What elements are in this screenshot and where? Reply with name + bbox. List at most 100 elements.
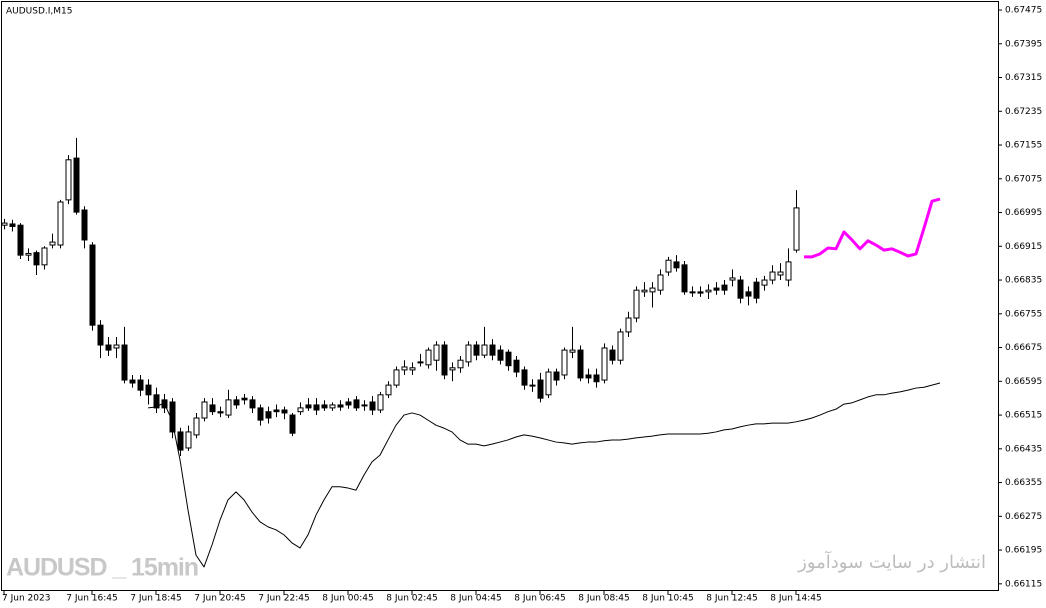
candle-body	[537, 379, 544, 399]
x-tick-label: 7 Jun 22:45	[258, 594, 309, 604]
x-tick-label: 8 Jun 06:45	[514, 594, 565, 604]
plot-frame	[1, 1, 999, 591]
candle-body	[673, 261, 680, 269]
y-tick-label: 0.66115	[1005, 579, 1042, 589]
candle-body	[281, 409, 288, 414]
candle-body	[273, 409, 280, 413]
y-tick-label: 0.67235	[1005, 107, 1042, 117]
candle-body	[425, 349, 432, 366]
candle-body	[793, 207, 800, 251]
y-tick-label: 0.66275	[1005, 512, 1042, 522]
y-tick-label: 0.67475	[1005, 6, 1042, 16]
candle-body	[777, 271, 784, 276]
x-tick-label: 8 Jun 10:45	[642, 594, 693, 604]
candle-body	[241, 397, 248, 401]
candle-body	[625, 317, 632, 333]
candle-body	[769, 271, 776, 281]
candle-body	[9, 223, 16, 227]
candle-body	[585, 374, 592, 379]
y-tick-label: 0.66435	[1005, 444, 1042, 454]
candle-body	[601, 347, 608, 381]
candle-body	[705, 289, 712, 293]
y-tick-label: 0.66995	[1005, 208, 1042, 218]
candle-body	[17, 224, 24, 256]
candle-body	[121, 344, 128, 381]
candle-body	[329, 404, 336, 409]
candle-body	[721, 284, 728, 291]
candle-body	[289, 414, 296, 434]
watermark-text: انتشار در سایت سودآموز	[798, 552, 986, 573]
x-tick-label: 7 Jun 16:45	[66, 594, 117, 604]
candle-body	[569, 349, 576, 353]
candle-body	[41, 247, 48, 266]
candle-body	[209, 404, 216, 413]
candle-body	[761, 279, 768, 286]
y-tick-label: 0.67315	[1005, 73, 1042, 83]
candle-body	[449, 367, 456, 371]
y-tick-label: 0.66675	[1005, 343, 1042, 353]
candle-body	[409, 367, 416, 371]
candle-body	[233, 399, 240, 406]
candle-body	[689, 291, 696, 294]
candle-body	[473, 344, 480, 356]
candle-body	[305, 404, 312, 409]
x-tick-label: 7 Jun 20:45	[194, 594, 245, 604]
y-tick-label: 0.66835	[1005, 276, 1042, 286]
candle-body	[529, 384, 536, 387]
candle-body	[401, 366, 408, 371]
candle-body	[745, 291, 752, 297]
candle-body	[145, 384, 152, 396]
x-tick-label: 7 Jun 2023	[2, 594, 50, 604]
line-series	[147, 382, 941, 568]
x-tick-label: 8 Jun 02:45	[386, 594, 437, 604]
candle-body	[785, 261, 792, 281]
candle-body	[185, 431, 192, 449]
candle-body	[385, 384, 392, 396]
x-tick-label: 8 Jun 14:45	[770, 594, 821, 604]
candle-body	[337, 404, 344, 408]
candle-body	[649, 287, 656, 293]
candle-body	[225, 399, 232, 416]
candle-body	[553, 371, 560, 381]
candle-body	[153, 394, 160, 409]
candle-body	[369, 401, 376, 411]
candle-body	[729, 277, 736, 281]
candle-body	[105, 344, 112, 351]
candle-body	[393, 369, 400, 386]
candle-body	[129, 379, 136, 384]
candle-body	[89, 244, 96, 326]
candle-body	[65, 159, 72, 201]
y-tick-label: 0.66755	[1005, 309, 1042, 319]
candle-body	[593, 374, 600, 383]
x-tick-label: 8 Jun 12:45	[706, 594, 757, 604]
candle-body	[545, 371, 552, 396]
candle-body	[1, 222, 8, 226]
x-tick-label: 8 Jun 08:45	[578, 594, 629, 604]
candle-body	[697, 291, 704, 294]
candle-body	[137, 379, 144, 391]
y-tick-label: 0.66195	[1005, 546, 1042, 556]
candle-body	[505, 351, 512, 367]
candle-body	[609, 349, 616, 361]
line-series	[804, 197, 941, 259]
candle-body	[753, 281, 760, 299]
candle-body	[737, 279, 744, 299]
candle-body	[457, 359, 464, 369]
candle-body	[561, 349, 568, 376]
x-tick-label: 7 Jun 18:45	[130, 594, 181, 604]
x-tick-label: 8 Jun 04:45	[450, 594, 501, 604]
candle-body	[201, 401, 208, 419]
candle-body	[681, 264, 688, 293]
candle-body	[497, 349, 504, 361]
candle-body	[25, 252, 32, 256]
candle-body	[417, 361, 424, 364]
candle-body	[49, 241, 56, 246]
chart-title: AUDUSD.I,M15	[6, 7, 73, 17]
x-tick-label: 8 Jun 00:45	[322, 594, 373, 604]
candle-body	[489, 344, 496, 356]
y-tick-label: 0.67075	[1005, 174, 1042, 184]
candle-body	[177, 431, 184, 451]
candle-body	[97, 324, 104, 346]
